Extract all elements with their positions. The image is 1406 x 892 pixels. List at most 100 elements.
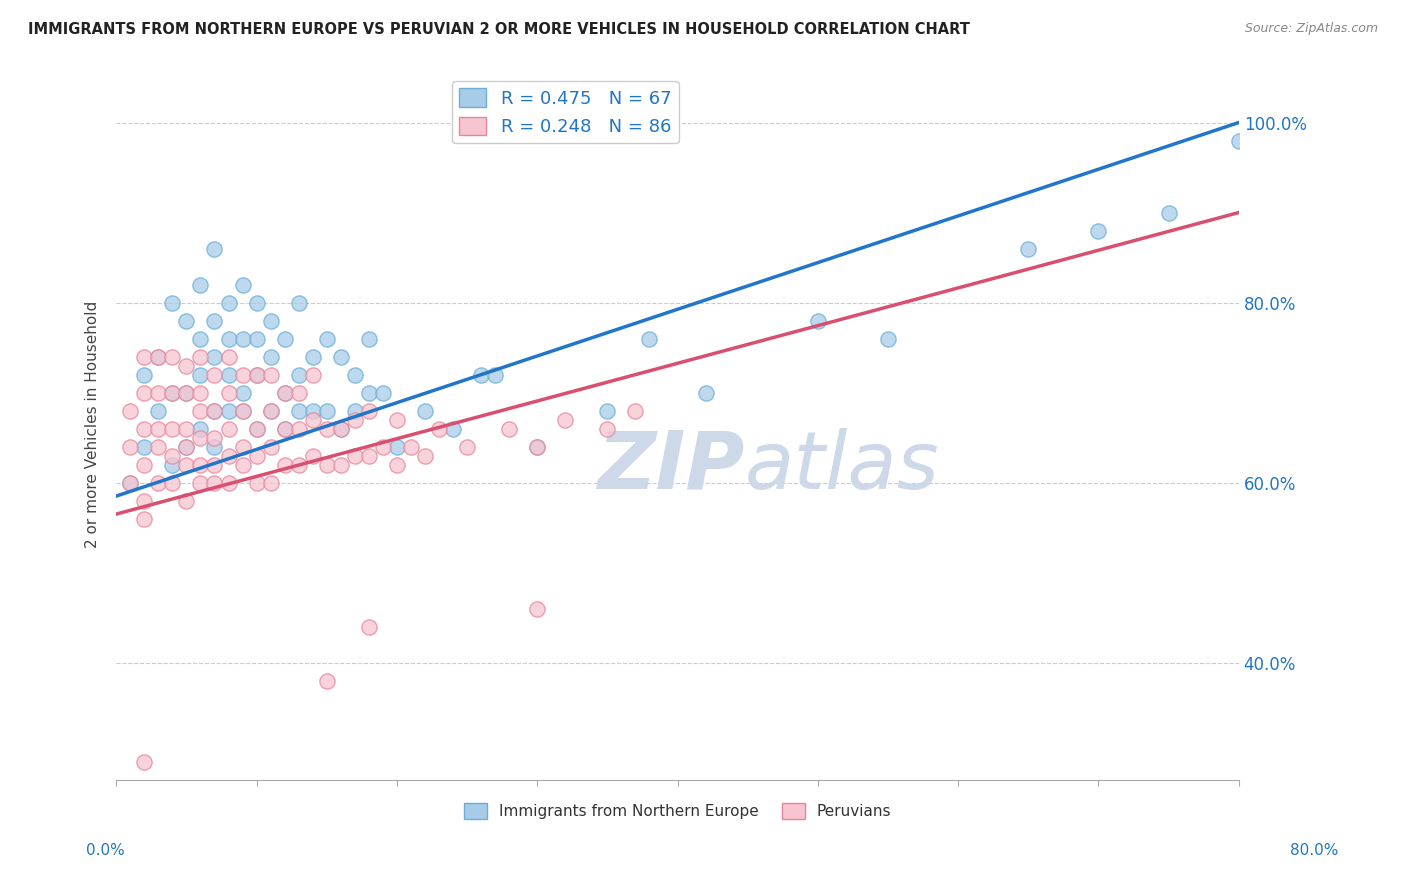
Point — [176, 385, 198, 400]
Point — [273, 421, 295, 435]
Text: IMMIGRANTS FROM NORTHERN EUROPE VS PERUVIAN 2 OR MORE VEHICLES IN HOUSEHOLD CORR: IMMIGRANTS FROM NORTHERN EUROPE VS PERUV… — [28, 22, 970, 37]
Point — [1087, 223, 1109, 237]
Point — [218, 385, 240, 400]
Point — [120, 440, 142, 454]
Point — [134, 350, 156, 364]
Point — [287, 458, 309, 472]
Point — [134, 368, 156, 382]
Point — [385, 412, 408, 426]
Point — [301, 449, 323, 463]
Point — [385, 440, 408, 454]
Point — [245, 421, 267, 435]
Point — [148, 475, 170, 490]
Point — [190, 475, 212, 490]
Point — [301, 403, 323, 417]
Point — [176, 493, 198, 508]
Point — [218, 403, 240, 417]
Point — [162, 350, 184, 364]
Point — [204, 458, 226, 472]
Text: 80.0%: 80.0% — [1291, 843, 1339, 858]
Point — [134, 493, 156, 508]
Point — [357, 619, 380, 633]
Point — [134, 440, 156, 454]
Point — [134, 511, 156, 525]
Point — [273, 332, 295, 346]
Point — [204, 431, 226, 445]
Point — [399, 440, 422, 454]
Point — [176, 359, 198, 373]
Y-axis label: 2 or more Vehicles in Household: 2 or more Vehicles in Household — [86, 301, 100, 548]
Point — [232, 368, 254, 382]
Point — [190, 385, 212, 400]
Point — [498, 421, 520, 435]
Point — [218, 332, 240, 346]
Point — [232, 277, 254, 292]
Point — [329, 421, 352, 435]
Point — [162, 385, 184, 400]
Point — [218, 368, 240, 382]
Point — [148, 421, 170, 435]
Point — [329, 458, 352, 472]
Point — [162, 475, 184, 490]
Point — [259, 475, 281, 490]
Point — [259, 368, 281, 382]
Point — [148, 350, 170, 364]
Point — [162, 421, 184, 435]
Point — [301, 412, 323, 426]
Point — [554, 412, 576, 426]
Point — [148, 403, 170, 417]
Point — [204, 368, 226, 382]
Point — [120, 475, 142, 490]
Point — [357, 332, 380, 346]
Point — [273, 385, 295, 400]
Point — [259, 350, 281, 364]
Point — [190, 458, 212, 472]
Point — [259, 403, 281, 417]
Point — [245, 421, 267, 435]
Point — [176, 313, 198, 327]
Point — [245, 295, 267, 310]
Point — [120, 475, 142, 490]
Point — [120, 403, 142, 417]
Point — [148, 440, 170, 454]
Point — [134, 755, 156, 769]
Point — [357, 385, 380, 400]
Point — [456, 440, 478, 454]
Point — [162, 385, 184, 400]
Point — [176, 440, 198, 454]
Point — [638, 332, 661, 346]
Point — [413, 449, 436, 463]
Point — [204, 440, 226, 454]
Point — [245, 475, 267, 490]
Point — [273, 385, 295, 400]
Point — [245, 332, 267, 346]
Point — [287, 385, 309, 400]
Point — [329, 350, 352, 364]
Point — [190, 368, 212, 382]
Point — [190, 277, 212, 292]
Point — [162, 449, 184, 463]
Point — [273, 458, 295, 472]
Point — [148, 385, 170, 400]
Point — [877, 332, 900, 346]
Point — [807, 313, 830, 327]
Point — [190, 403, 212, 417]
Point — [315, 332, 337, 346]
Point — [232, 440, 254, 454]
Point — [176, 458, 198, 472]
Point — [204, 475, 226, 490]
Point — [441, 421, 464, 435]
Point — [526, 601, 548, 615]
Point — [287, 368, 309, 382]
Point — [273, 421, 295, 435]
Point — [162, 458, 184, 472]
Point — [596, 421, 619, 435]
Point — [596, 403, 619, 417]
Point — [484, 368, 506, 382]
Point — [470, 368, 492, 382]
Point — [218, 421, 240, 435]
Point — [287, 403, 309, 417]
Point — [232, 332, 254, 346]
Point — [218, 449, 240, 463]
Legend: Immigrants from Northern Europe, Peruvians: Immigrants from Northern Europe, Peruvia… — [458, 797, 897, 825]
